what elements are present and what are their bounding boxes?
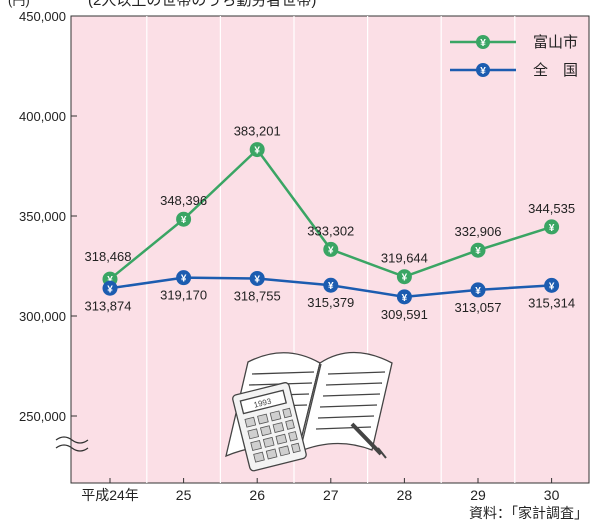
data-point-symbol: ¥ [475, 286, 481, 297]
data-point [544, 277, 560, 293]
series-markers: ¥¥¥¥¥¥¥¥¥ ¥¥¥¥ ¥ [102, 142, 560, 305]
data-point [176, 211, 192, 227]
data-point [396, 289, 412, 305]
source-note: 資料：「家計調査」 [469, 505, 588, 521]
data-point [249, 142, 265, 158]
data-label: 318,755 [234, 288, 281, 303]
data-label: 313,874 [85, 298, 132, 313]
data-point [470, 242, 486, 258]
data-point-symbol: ¥ [549, 281, 555, 292]
x-tick-label: 29 [470, 487, 486, 503]
legend-marker-symbol: ¥ [480, 66, 486, 77]
svg-text:1993: 1993 [253, 397, 273, 410]
data-point-symbol: ¥ [107, 284, 113, 295]
data-point [544, 219, 560, 235]
data-point-symbol: ¥ [402, 293, 408, 304]
data-point [470, 282, 486, 298]
legend-label-toyama: 富山市 [533, 33, 578, 51]
y-tick-label: 300,000 [19, 309, 66, 324]
data-point [249, 270, 265, 286]
data-point [102, 280, 118, 296]
data-label: 315,379 [307, 295, 354, 310]
legend-marker-toyama [476, 35, 490, 49]
data-label: 344,535 [528, 201, 575, 216]
account-book-calculator-illustration: 1993 [225, 351, 393, 472]
legend-marker-national [476, 63, 490, 77]
data-label: 332,906 [455, 224, 502, 239]
data-point-symbol: ¥ [402, 273, 408, 284]
data-point-symbol: ¥ [107, 275, 113, 286]
data-label: 319,644 [381, 251, 428, 266]
data-label: 309,591 [381, 307, 428, 322]
data-label: 333,302 [307, 223, 354, 238]
data-point-symbol: ¥ [254, 274, 260, 285]
x-tick-label: 30 [544, 487, 560, 503]
y-tick-label: 350,000 [19, 209, 66, 224]
x-axis: 平成24年 25 26 27 28 29 30 [81, 478, 560, 503]
x-tick-label: 25 [176, 487, 192, 503]
data-label: 313,057 [455, 300, 502, 315]
data-point [323, 241, 339, 257]
x-tick-label: 27 [323, 487, 339, 503]
y-axis-unit-label: (円) [8, 0, 30, 8]
data-point [176, 270, 192, 286]
legend-label-national: 全 国 [533, 61, 578, 79]
legend: ¥ 富山市 ¥ 全 国 [450, 33, 578, 79]
data-point-symbol: ¥ [181, 215, 187, 226]
y-tick-label: 400,000 [19, 109, 66, 124]
data-label: 318,468 [85, 249, 132, 264]
data-label: 383,201 [234, 124, 281, 139]
y-tick-label: 250,000 [19, 409, 66, 424]
data-labels: 318,468 348,396 383,201 333,302 319,644 332,9… [85, 124, 576, 322]
data-label: 315,314 [528, 295, 575, 310]
data-point-symbol: ¥ [549, 223, 555, 234]
legend-marker-symbol: ¥ [480, 38, 486, 49]
data-point-symbol: ¥ [328, 281, 334, 292]
data-label: 319,170 [160, 288, 207, 303]
chart-subtitle: (2人以上の世帯のうち勤労者世帯) [88, 0, 316, 9]
y-axis: 450,000 400,000 350,000 300,000 250,000 [19, 9, 77, 424]
data-point [323, 277, 339, 293]
x-tick-label: 平成24年 [81, 487, 139, 503]
y-tick-label: 450,000 [19, 9, 66, 24]
data-point-symbol: ¥ [181, 274, 187, 285]
data-point-symbol: ¥ [328, 245, 334, 256]
data-point-symbol: ¥ [475, 246, 481, 257]
data-point [396, 269, 412, 285]
grid [146, 16, 516, 483]
axis-break-mark [55, 436, 89, 452]
data-point-symbol: ¥ [254, 146, 260, 157]
data-label: 348,396 [160, 193, 207, 208]
x-tick-label: 26 [249, 487, 265, 503]
x-tick-label: 28 [397, 487, 413, 503]
